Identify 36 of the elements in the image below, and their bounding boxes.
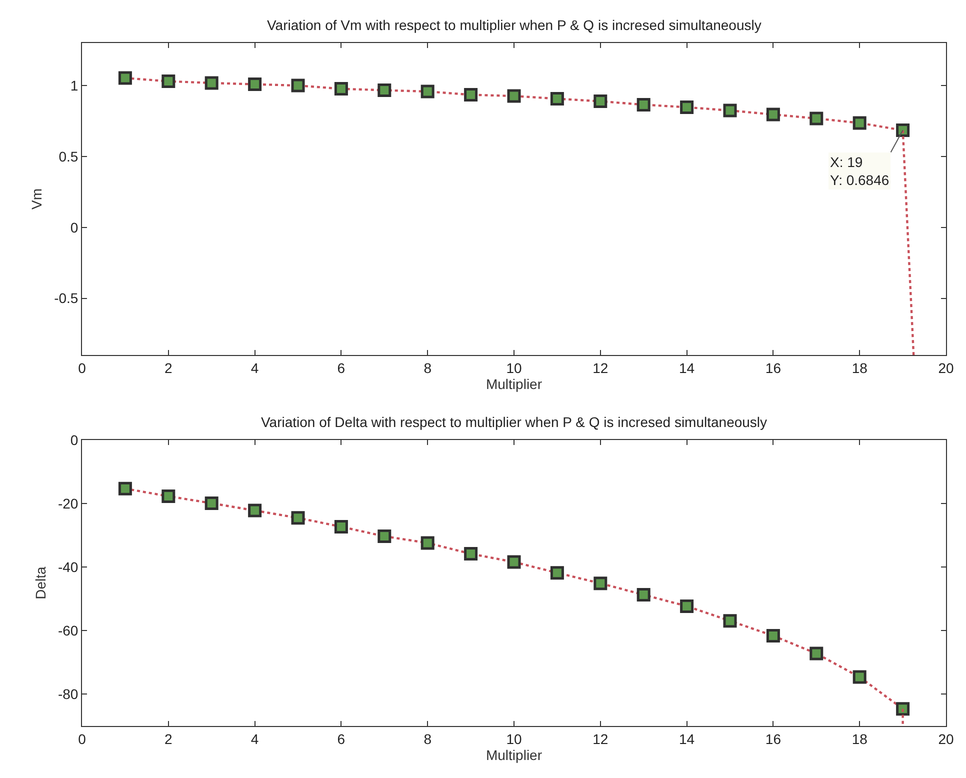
- x-tick-label: 4: [250, 360, 259, 376]
- x-tick-label: 18: [852, 360, 868, 376]
- x-axis-title: Multiplier: [486, 747, 542, 764]
- x-tick-label: 8: [424, 360, 432, 376]
- y-tick-label: 0: [70, 432, 78, 448]
- x-tick-label: 2: [164, 360, 172, 376]
- y-tick-label: 0.5: [58, 148, 78, 164]
- x-tick-label: 20: [938, 360, 954, 376]
- y-axis-title: Delta: [32, 566, 49, 600]
- x-tick-label: 12: [592, 360, 608, 376]
- x-tick-label: 18: [852, 730, 868, 747]
- x-tick-label: 6: [337, 360, 346, 376]
- chart-title: Variation of Delta with respect to multiplier when P & Q is incresed simultaneously: [261, 414, 768, 430]
- x-tick-label: 8: [424, 730, 432, 747]
- y-tick-label: -0.5: [54, 290, 78, 306]
- y-tick-label: -40: [58, 559, 78, 576]
- x-tick-label: 16: [765, 730, 782, 747]
- y-tick-label: -20: [58, 495, 78, 512]
- x-tick-label: 14: [679, 360, 695, 376]
- x-tick-label: 4: [250, 730, 259, 747]
- y-axis-title: Vm: [28, 188, 45, 210]
- x-tick-label: 10: [506, 360, 522, 376]
- x-tick-label: 16: [765, 360, 782, 376]
- x-tick-label: 2: [164, 730, 172, 747]
- x-tick-label: 6: [337, 730, 346, 747]
- x-tick-label: 20: [938, 730, 954, 747]
- x-tick-label: 12: [592, 730, 608, 747]
- y-tick-label: 0: [70, 219, 78, 236]
- x-tick-label: 10: [506, 730, 522, 747]
- y-tick-label: -60: [58, 622, 78, 639]
- annotation: X: 19 Y: 0.6846: [830, 154, 890, 188]
- x-axis-title: Multiplier: [486, 376, 542, 392]
- y-tick-label: -80: [58, 686, 78, 702]
- y-tick-label: 1: [70, 77, 78, 94]
- x-tick-label: 14: [679, 730, 695, 747]
- chart-title: Variation of Vm with respect to multiplier when P & Q is incresed simultaneously: [267, 17, 762, 33]
